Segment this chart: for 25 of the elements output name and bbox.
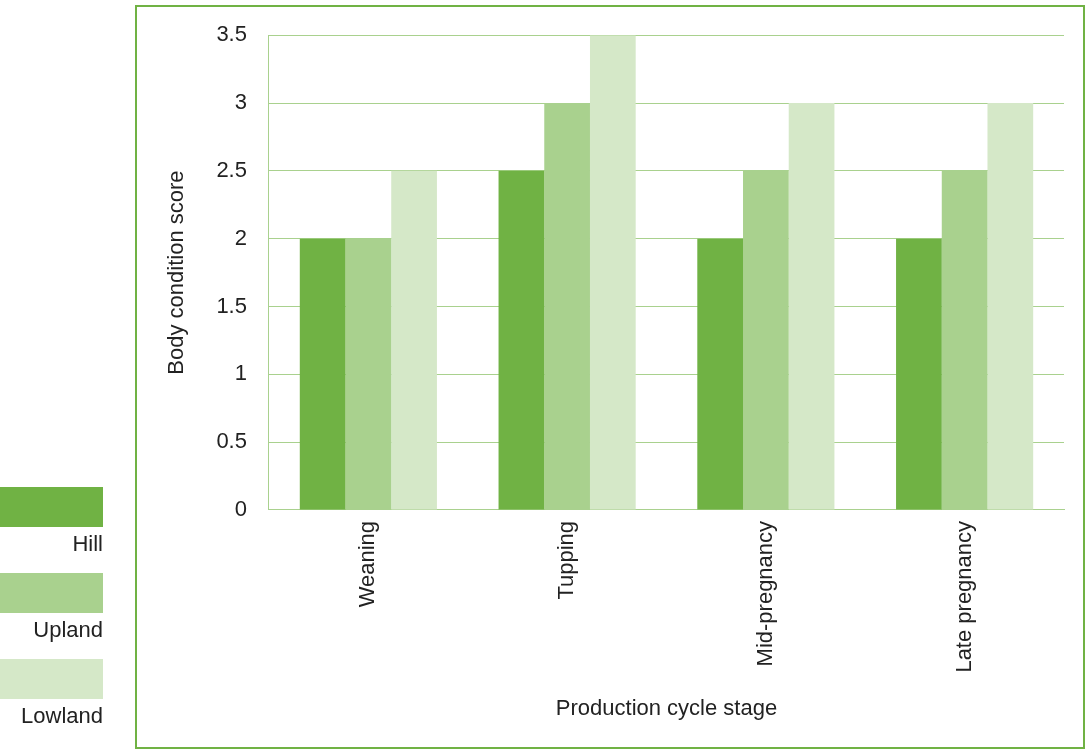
- x-axis-title: Production cycle stage: [555, 694, 778, 720]
- bar: [987, 103, 1034, 510]
- bar: [299, 238, 346, 510]
- x-tick-label: Tupping: [553, 520, 579, 600]
- y-tick-label: 3: [234, 89, 247, 115]
- y-tick-label: 2.5: [216, 156, 247, 182]
- bar: [391, 170, 437, 510]
- y-tick-label: 1: [234, 360, 247, 386]
- y-tick-label: 2: [234, 224, 247, 250]
- legend-label: Upland: [32, 617, 103, 643]
- x-tick-label: Late pregnancy: [950, 520, 976, 673]
- bar: [788, 103, 835, 510]
- y-tick-label: 1.5: [216, 292, 247, 318]
- y-axis-title: Body condition score: [163, 170, 189, 375]
- x-tick-label: Mid-pregnancy: [751, 520, 777, 667]
- bar: [896, 238, 942, 510]
- y-tick-label: 3.5: [216, 21, 247, 47]
- bar: [589, 35, 636, 510]
- legend-label: Hill: [71, 531, 103, 557]
- legend-label: Lowland: [20, 703, 103, 729]
- bar: [498, 170, 545, 510]
- bar: [697, 238, 744, 510]
- y-tick-label: 0.5: [216, 428, 247, 454]
- x-tick-label: Weaning: [354, 520, 380, 608]
- y-tick-label: 0: [234, 495, 247, 521]
